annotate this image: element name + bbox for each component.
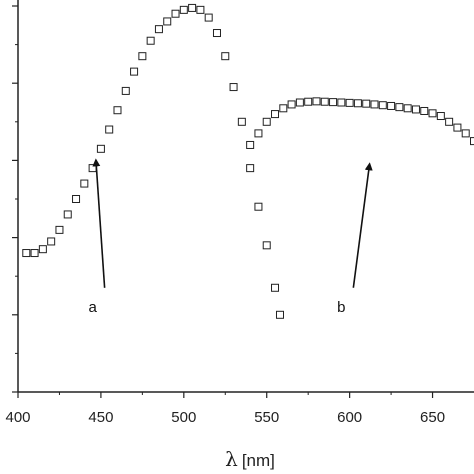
data-point: [337, 98, 346, 107]
x-axis-unit: [nm]: [242, 451, 275, 470]
data-point: [96, 144, 105, 153]
data-point: [22, 249, 31, 258]
x-axis-label: λ [nm]: [225, 447, 275, 471]
data-point: [353, 99, 362, 108]
data-point: [320, 97, 329, 106]
data-point: [262, 241, 271, 250]
data-point: [212, 29, 221, 38]
data-point: [403, 104, 412, 113]
data-point: [387, 101, 396, 110]
data-point: [246, 164, 255, 173]
data-point: [88, 164, 97, 173]
data-point: [72, 195, 81, 203]
annotation-label-a: a: [88, 299, 97, 316]
data-point: [146, 36, 155, 45]
data-point: [63, 210, 72, 219]
data-point: [436, 112, 445, 121]
data-point: [38, 245, 47, 254]
data-point: [378, 101, 387, 110]
series-a: [22, 3, 284, 319]
data-point: [113, 106, 122, 115]
data-point: [121, 86, 130, 95]
data-point: [329, 98, 338, 107]
data-point: [196, 5, 205, 14]
data-point: [362, 99, 371, 108]
data-points: [22, 3, 474, 319]
data-point: [138, 52, 147, 61]
data-point: [312, 97, 321, 106]
data-point: [188, 3, 197, 12]
annotation-arrow-b: [352, 162, 373, 288]
tick-marks: [12, 5, 434, 398]
data-point: [420, 106, 429, 115]
x-tick-label: 600: [337, 409, 362, 426]
data-point: [345, 98, 354, 107]
x-tick-label: 450: [88, 409, 113, 426]
data-point: [179, 5, 188, 14]
data-point: [47, 237, 56, 246]
x-tick-label: 550: [254, 409, 279, 426]
data-point: [254, 129, 263, 138]
data-point: [271, 283, 280, 292]
data-point: [445, 117, 454, 126]
data-point: [279, 104, 288, 113]
x-tick-labels: 400 450 500 550 600 650: [5, 409, 445, 426]
data-point: [237, 117, 246, 126]
data-point: [295, 98, 304, 107]
data-point: [163, 17, 172, 26]
data-point: [271, 110, 280, 119]
data-point: [370, 100, 379, 109]
data-point: [411, 105, 420, 114]
annotation-arrow-a: [92, 158, 106, 288]
data-point: [105, 125, 114, 134]
data-point: [262, 117, 271, 126]
data-point: [275, 310, 284, 319]
data-point: [246, 140, 255, 149]
data-point: [204, 13, 213, 22]
x-tick-label: 650: [420, 409, 445, 426]
data-point: [395, 103, 404, 112]
axes: [17, 0, 474, 393]
data-point: [154, 25, 163, 34]
data-point: [461, 129, 470, 138]
data-point: [55, 225, 64, 234]
series-b: [246, 97, 474, 149]
x-axis-symbol: λ: [225, 447, 238, 471]
data-point: [453, 123, 462, 132]
data-point: [287, 100, 296, 109]
data-point: [304, 97, 313, 106]
data-point: [171, 9, 180, 18]
data-point: [229, 83, 238, 92]
data-point: [254, 202, 263, 211]
data-point: [221, 52, 230, 61]
x-tick-label: 500: [171, 409, 196, 426]
data-point: [80, 179, 89, 188]
data-point: [30, 249, 39, 258]
annotation-label-b: b: [337, 299, 345, 316]
x-tick-label: 400: [5, 409, 30, 426]
data-point: [470, 137, 474, 146]
data-point: [130, 67, 139, 76]
data-point: [428, 109, 437, 118]
